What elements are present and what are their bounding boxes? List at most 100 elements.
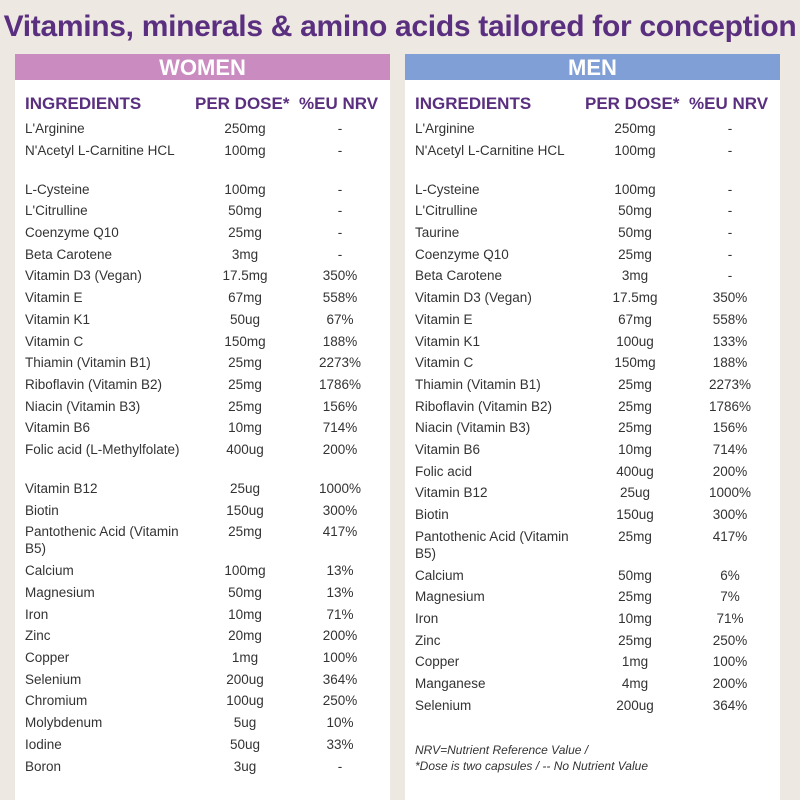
women-column-headers: INGREDIENTS PER DOSE* %EU NRV bbox=[15, 94, 390, 116]
table-row: Molybdenum 5ug 10% bbox=[15, 712, 390, 734]
women-ingredient-table: L'Arginine 250mg - N'Acetyl L-Carnitine HCL… bbox=[15, 118, 390, 777]
dose-value: 400ug bbox=[616, 463, 654, 479]
nrv-value: 2273% bbox=[318, 355, 362, 371]
ingredient-name: Pantothenic Acid (Vitamin B5) bbox=[415, 528, 569, 561]
dose-value: 250mg bbox=[614, 121, 656, 136]
dose-value: 400ug bbox=[226, 441, 264, 457]
dose-value: 10mg bbox=[618, 611, 652, 627]
dose-value: 10mg bbox=[228, 420, 262, 436]
ingredient-name: Vitamin E bbox=[25, 290, 83, 306]
nrv-value: 558% bbox=[712, 311, 748, 327]
table-row: N'Acetyl L-Carnitine HCL 100mg - bbox=[405, 140, 780, 179]
table-row: Calcium 100mg 13% bbox=[15, 560, 390, 582]
ingredient-name: Coenzyme Q10 bbox=[25, 225, 119, 241]
ingredient-name: Molybdenum bbox=[25, 715, 103, 731]
ingredient-name: L'Citrulline bbox=[25, 203, 88, 219]
ingredient-name: Chromium bbox=[25, 693, 88, 709]
dose-value: 25mg bbox=[618, 632, 652, 648]
dose-value: 250mg bbox=[224, 121, 266, 136]
table-row: Pantothenic Acid (Vitamin B5) 25mg 417% bbox=[15, 521, 390, 560]
dose-value: 25mg bbox=[618, 420, 652, 436]
nrv-value: 250% bbox=[322, 693, 358, 709]
nrv-value: 200% bbox=[322, 441, 358, 457]
ingredient-name: Magnesium bbox=[415, 589, 485, 605]
table-row: Thiamin (Vitamin B1) 25mg 2273% bbox=[15, 352, 390, 374]
table-row: Vitamin B6 10mg 714% bbox=[405, 439, 780, 461]
nrv-value: 13% bbox=[326, 585, 354, 600]
ingredient-name: Vitamin D3 (Vegan) bbox=[415, 290, 532, 306]
table-row: Vitamin B6 10mg 714% bbox=[15, 417, 390, 439]
ingredient-name: L'Arginine bbox=[415, 121, 475, 136]
ingredient-name: Calcium bbox=[25, 563, 74, 579]
nrv-value: 156% bbox=[322, 398, 358, 414]
nrv-value: 350% bbox=[322, 268, 358, 284]
table-row: Vitamin B12 25ug 1000% bbox=[405, 482, 780, 504]
men-panel: MEN INGREDIENTS PER DOSE* %EU NRV L'Argi… bbox=[405, 54, 780, 800]
table-row: Vitamin E 67mg 558% bbox=[405, 309, 780, 331]
nrv-value: 417% bbox=[322, 524, 358, 540]
nrv-value: 364% bbox=[322, 671, 358, 687]
per-dose-column-header: PER DOSE* bbox=[195, 94, 290, 113]
dose-value: 50mg bbox=[618, 225, 652, 241]
nrv-value: 714% bbox=[322, 420, 358, 436]
table-row: Vitamin E 67mg 558% bbox=[15, 287, 390, 309]
ingredient-name: Selenium bbox=[25, 671, 82, 687]
dose-value: 50mg bbox=[618, 203, 652, 219]
table-row: Iodine 50ug 33% bbox=[15, 734, 390, 756]
men-ingredient-table: L'Arginine 250mg - N'Acetyl L-Carnitine HCL… bbox=[405, 118, 780, 717]
ingredients-column-header: INGREDIENTS bbox=[25, 94, 142, 113]
dose-value: 25ug bbox=[229, 480, 261, 496]
dose-value: 25mg bbox=[618, 528, 652, 544]
footnote-line: *Dose is two capsules / -- No Nutrient V… bbox=[415, 759, 648, 773]
nrv-value: - bbox=[337, 121, 343, 136]
ingredient-name: L-Cysteine bbox=[415, 181, 480, 197]
dose-value: 25mg bbox=[228, 376, 262, 392]
table-row: L'Citrulline 50mg - bbox=[15, 200, 390, 222]
nrv-value: 10% bbox=[326, 715, 354, 731]
women-header-band: WOMEN bbox=[15, 54, 390, 80]
table-row: Iron 10mg 71% bbox=[15, 604, 390, 626]
dose-value: 50ug bbox=[229, 311, 261, 327]
ingredient-name: N'Acetyl L-Carnitine HCL bbox=[415, 142, 565, 158]
ingredient-name: Vitamin B6 bbox=[25, 420, 91, 436]
ingredient-name: Coenzyme Q10 bbox=[415, 246, 509, 262]
table-row: Vitamin K1 50ug 67% bbox=[15, 309, 390, 331]
nrv-value: 67% bbox=[326, 311, 354, 327]
ingredient-name: Vitamin D3 (Vegan) bbox=[25, 268, 142, 284]
nrv-value: 6% bbox=[720, 567, 740, 583]
nrv-value: - bbox=[337, 203, 343, 219]
table-row: Folic acid 400ug 200% bbox=[405, 461, 780, 483]
dose-value: 100mg bbox=[614, 181, 656, 197]
ingredient-name: Biotin bbox=[415, 507, 449, 522]
ingredient-name: Manganese bbox=[415, 676, 486, 692]
ingredient-name: Vitamin K1 bbox=[25, 311, 91, 327]
dose-value: 50mg bbox=[618, 567, 652, 583]
nrv-value: 2273% bbox=[708, 376, 752, 392]
dose-value: 100mg bbox=[614, 142, 656, 158]
dose-value: 3ug bbox=[233, 758, 257, 774]
nrv-value: - bbox=[727, 203, 733, 219]
dose-value: 1mg bbox=[231, 650, 259, 666]
table-row: Taurine 50mg - bbox=[405, 222, 780, 244]
ingredient-name: Vitamin B6 bbox=[415, 441, 481, 457]
dose-value: 200ug bbox=[616, 697, 654, 713]
dose-value: 100mg bbox=[224, 563, 266, 579]
table-row: L-Cysteine 100mg - bbox=[15, 179, 390, 201]
ingredient-name: Iodine bbox=[25, 736, 62, 752]
ingredients-column-header: INGREDIENTS bbox=[415, 94, 532, 113]
nrv-value: 133% bbox=[712, 333, 748, 349]
ingredient-name: Beta Carotene bbox=[25, 246, 113, 262]
ingredient-name: Copper bbox=[415, 654, 460, 670]
ingredient-name: Biotin bbox=[25, 502, 59, 518]
ingredient-name: L'Arginine bbox=[25, 121, 85, 136]
nrv-value: - bbox=[727, 142, 733, 158]
dose-value: 100mg bbox=[224, 142, 266, 158]
nrv-value: 71% bbox=[716, 611, 744, 627]
nrv-value: 188% bbox=[322, 333, 358, 349]
table-row: Riboflavin (Vitamin B2) 25mg 1786% bbox=[15, 374, 390, 396]
dose-value: 25mg bbox=[228, 524, 262, 540]
table-row: Vitamin D3 (Vegan) 17.5mg 350% bbox=[405, 287, 780, 309]
table-row: Thiamin (Vitamin B1) 25mg 2273% bbox=[405, 374, 780, 396]
ingredient-name: Folic acid bbox=[415, 463, 473, 479]
dose-value: 3mg bbox=[231, 246, 259, 262]
